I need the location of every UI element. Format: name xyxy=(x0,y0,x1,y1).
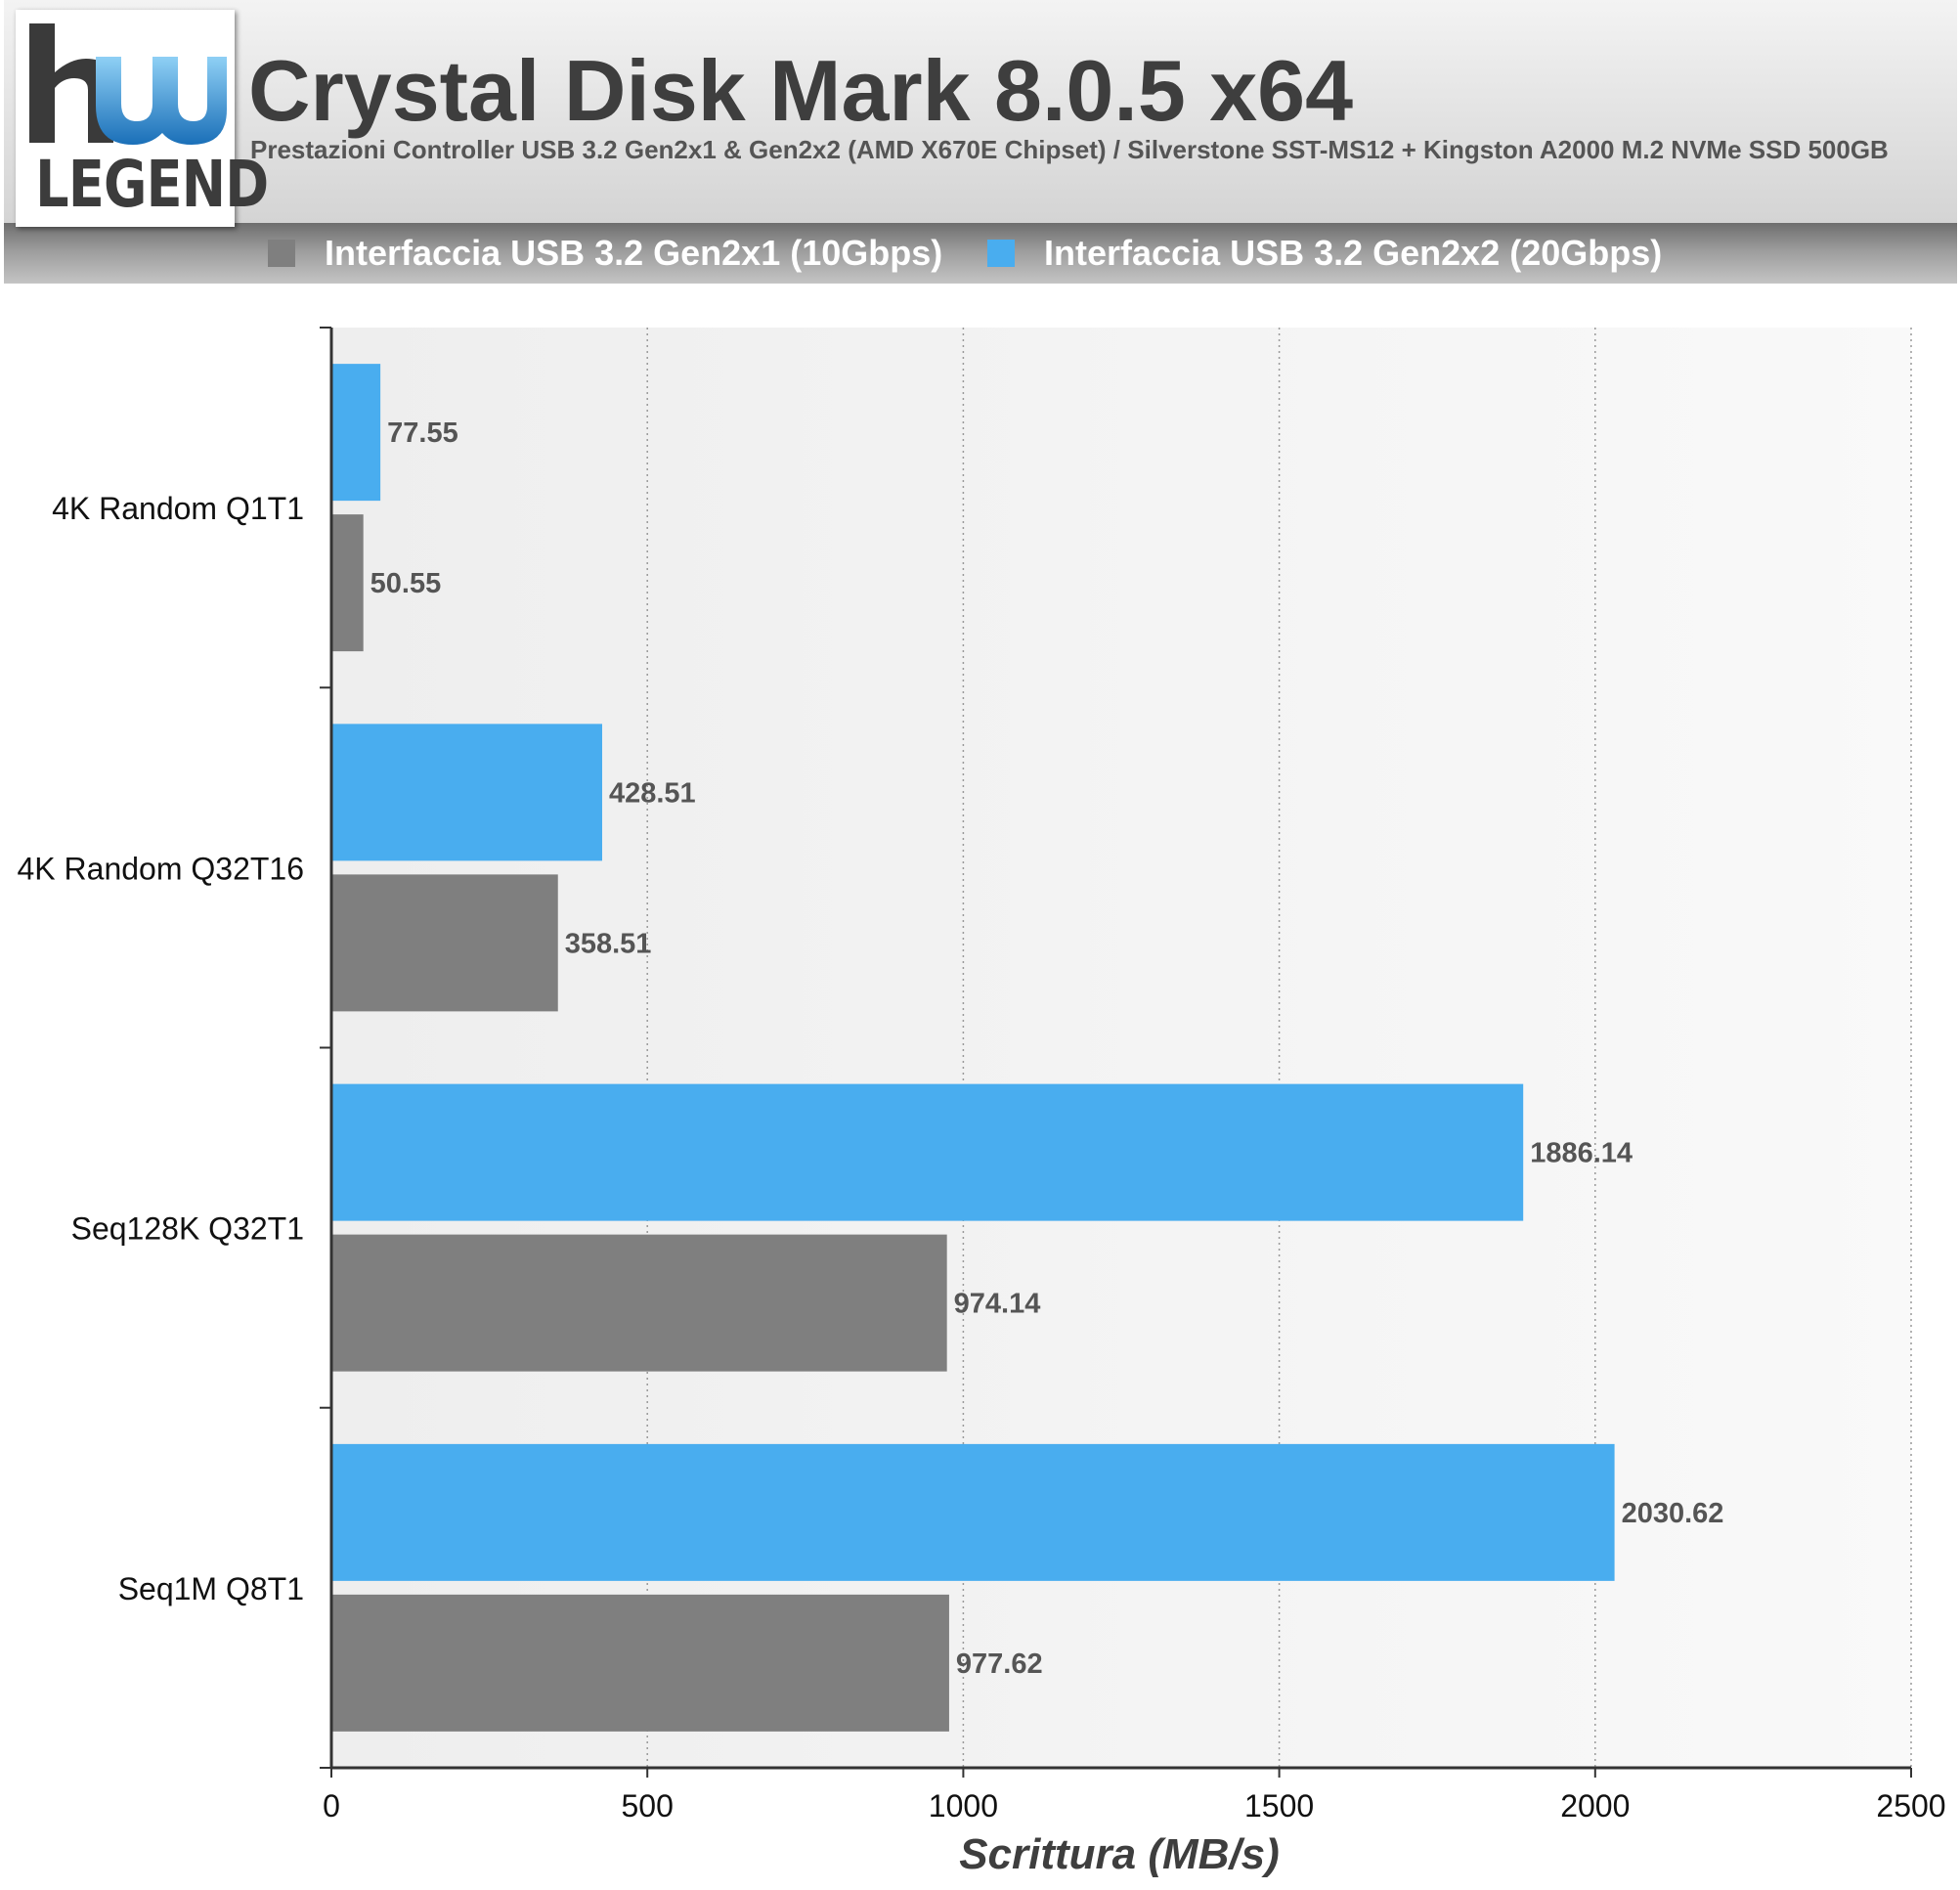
y-tick-label: 4K Random Q32T16 xyxy=(18,851,305,886)
bar xyxy=(331,1234,947,1372)
bar xyxy=(331,874,558,1012)
bar xyxy=(331,1083,1524,1221)
data-label: 1886.14 xyxy=(1530,1138,1633,1169)
data-label: 50.55 xyxy=(370,568,442,599)
hw-logo-icon xyxy=(29,23,227,145)
x-tick-label: 1500 xyxy=(1244,1788,1314,1824)
hwlegend-logo: LEGEND xyxy=(16,10,269,227)
chart-header: LEGEND Crystal Disk Mark 8.0.5 x64 Prest… xyxy=(4,0,1957,227)
data-label: 977.62 xyxy=(956,1648,1043,1680)
legend-item-gen2x1: Interfaccia USB 3.2 Gen2x1 (10Gbps) xyxy=(268,223,942,284)
bar xyxy=(331,1443,1615,1581)
data-label: 974.14 xyxy=(954,1289,1041,1320)
x-axis-label: Scrittura (MB/s) xyxy=(959,1830,1280,1878)
y-tick-label: Seq128K Q32T1 xyxy=(71,1211,304,1247)
bar xyxy=(331,514,364,652)
data-label: 358.51 xyxy=(565,928,652,959)
legend-item-gen2x2: Interfaccia USB 3.2 Gen2x2 (20Gbps) xyxy=(987,223,1662,284)
x-tick-label: 1000 xyxy=(929,1788,998,1824)
legend-label: Interfaccia USB 3.2 Gen2x2 (20Gbps) xyxy=(1044,233,1663,273)
legend-swatch-gray xyxy=(268,240,295,267)
bar xyxy=(331,724,602,861)
x-tick-label: 2000 xyxy=(1560,1788,1630,1824)
logo-text: LEGEND xyxy=(35,147,269,222)
x-tick-label: 2500 xyxy=(1876,1788,1945,1824)
data-label: 428.51 xyxy=(609,777,696,809)
legend-label: Interfaccia USB 3.2 Gen2x1 (10Gbps) xyxy=(325,233,943,273)
x-tick-label: 500 xyxy=(622,1788,674,1824)
chart-subtitle: Prestazioni Controller USB 3.2 Gen2x1 & … xyxy=(250,135,1889,164)
bar xyxy=(331,364,381,502)
y-tick-label: Seq1M Q8T1 xyxy=(118,1571,304,1606)
bar xyxy=(331,1594,949,1732)
x-tick-label: 0 xyxy=(323,1788,340,1824)
legend: Interfaccia USB 3.2 Gen2x1 (10Gbps) Inte… xyxy=(4,223,1957,284)
chart-title: Crystal Disk Mark 8.0.5 x64 xyxy=(248,42,1354,139)
legend-swatch-blue xyxy=(987,240,1015,267)
bar-chart: 0 500 1000 1500 2000 2500 4K Random Q1T1 77.55 5… xyxy=(18,327,1946,1824)
data-label: 77.55 xyxy=(387,418,458,449)
y-tick-label: 4K Random Q1T1 xyxy=(52,491,304,526)
data-label: 2030.62 xyxy=(1622,1498,1724,1529)
